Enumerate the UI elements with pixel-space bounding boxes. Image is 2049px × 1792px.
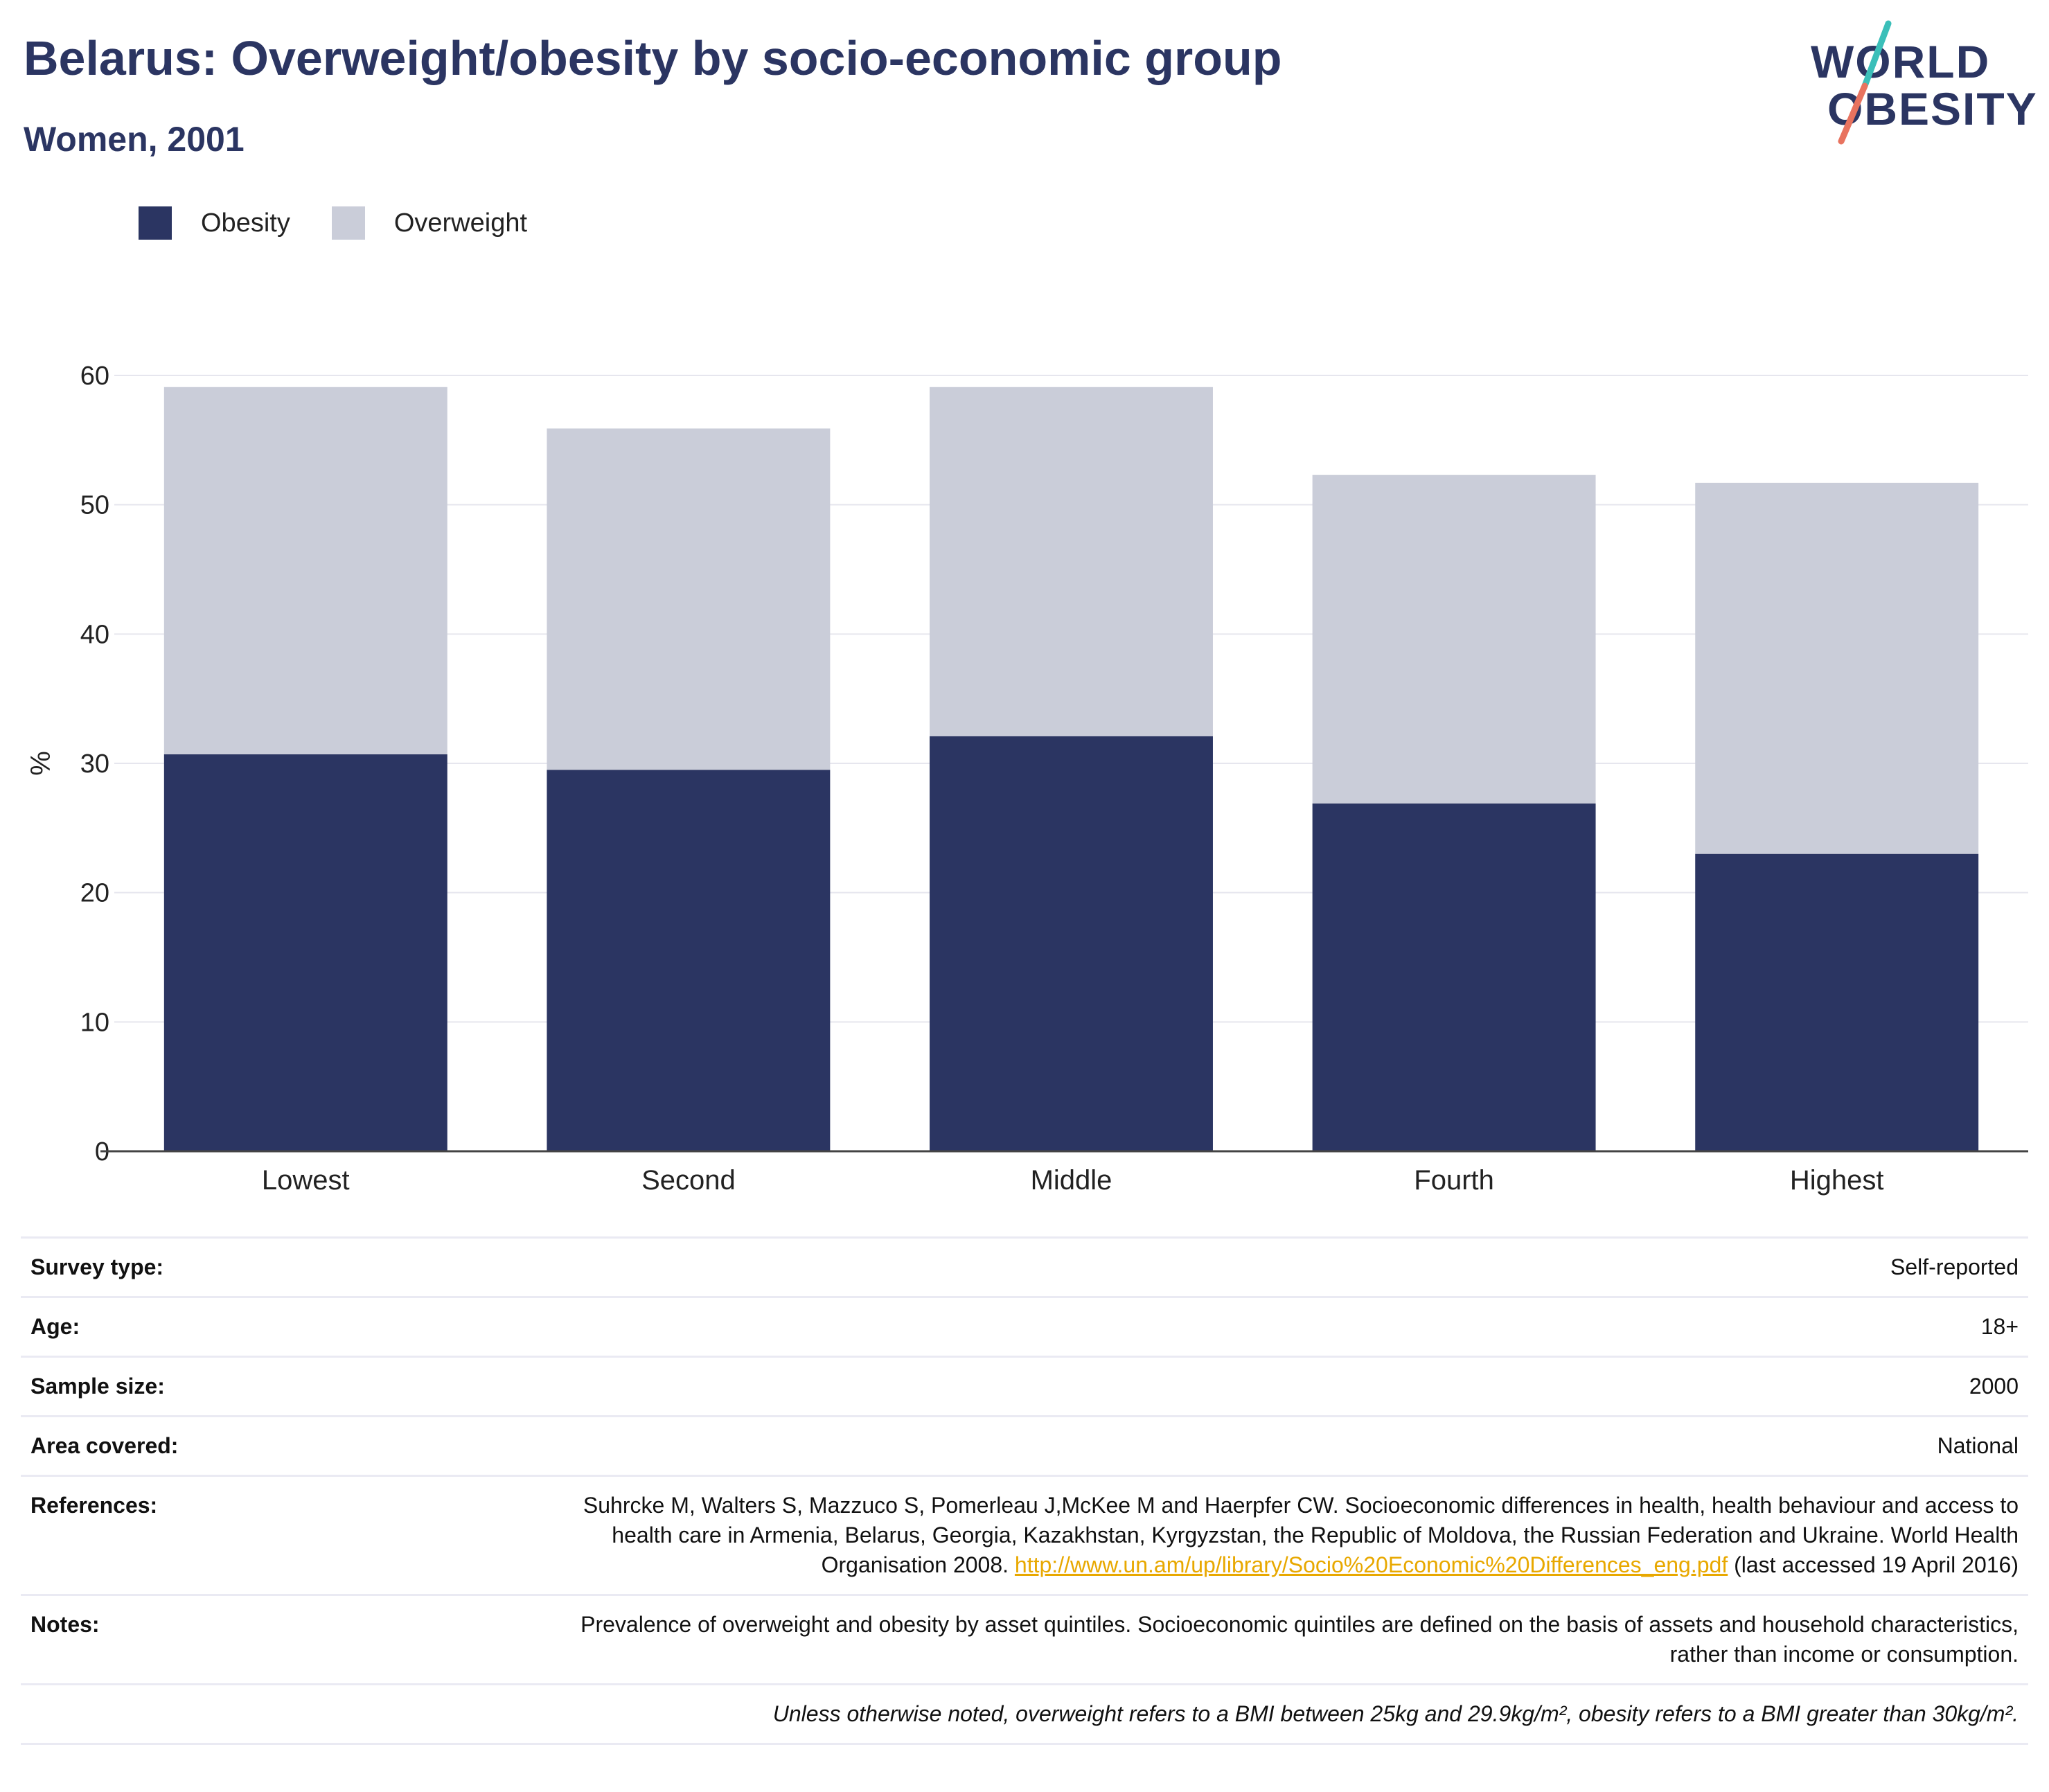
references-accessed-text: (last accessed 19 April 2016) — [1728, 1552, 2019, 1577]
bar-overweight-middle — [930, 387, 1213, 736]
y-tick-label: 30 — [80, 749, 109, 779]
x-tick-label: Second — [641, 1165, 736, 1196]
info-row-age: Age: 18+ — [21, 1296, 2028, 1356]
references-link[interactable]: http://www.un.am/up/library/Socio%20Econ… — [1014, 1552, 1728, 1577]
chart-title: Belarus: Overweight/obesity by socio-eco… — [24, 31, 1282, 85]
y-tick-label: 50 — [80, 491, 109, 520]
info-row-footnote: Unless otherwise noted, overweight refer… — [21, 1683, 2028, 1745]
chart-subtitle: Women, 2001 — [24, 120, 245, 159]
x-tick-label: Lowest — [262, 1165, 350, 1196]
logo-slash-icon — [1838, 20, 1892, 145]
bar-overweight-highest — [1695, 482, 1979, 854]
info-row-references: References: Suhrcke M, Walters S, Mazzuc… — [21, 1475, 2028, 1594]
legend-label-overweight: Overweight — [393, 208, 528, 238]
bar-overweight-lowest — [163, 387, 447, 754]
sample-size-value: 2000 — [1969, 1374, 2019, 1399]
logo-word-world: WORLD — [1811, 36, 1991, 87]
y-tick-label: 60 — [80, 362, 109, 391]
notes-label: Notes: — [30, 1612, 100, 1637]
survey-info-table: Survey type: Self-reported Age: 18+ Samp… — [21, 1236, 2028, 1745]
bar-obesity-highest — [1695, 853, 1979, 1151]
survey-type-value: Self-reported — [1890, 1254, 2019, 1279]
legend-swatch-obesity — [139, 206, 172, 240]
area-covered-label: Area covered: — [30, 1433, 179, 1458]
y-axis-title: % — [26, 751, 56, 776]
y-tick-label: 40 — [80, 620, 109, 649]
references-label: References: — [30, 1493, 158, 1518]
area-covered-value: National — [1937, 1433, 2019, 1458]
survey-type-label: Survey type: — [30, 1254, 164, 1279]
bar-obesity-lowest — [163, 754, 447, 1151]
x-tick-label: Fourth — [1414, 1165, 1494, 1196]
bar-overweight-fourth — [1312, 474, 1596, 804]
bar-obesity-second — [547, 770, 831, 1151]
y-tick-label: 20 — [80, 879, 109, 908]
x-tick-label: Highest — [1790, 1165, 1884, 1196]
age-value: 18+ — [1980, 1314, 2019, 1339]
legend-item-overweight[interactable]: Overweight — [331, 206, 528, 240]
age-label: Age: — [30, 1314, 80, 1339]
info-row-survey-type: Survey type: Self-reported — [21, 1236, 2028, 1296]
y-tick-label: 10 — [80, 1008, 109, 1037]
bmi-definition-footnote: Unless otherwise noted, overweight refer… — [772, 1701, 2019, 1726]
references-value: Suhrcke M, Walters S, Mazzuco S, Pomerle… — [564, 1491, 2019, 1580]
notes-value: Prevalence of overweight and obesity by … — [580, 1612, 2019, 1667]
bar-obesity-fourth — [1312, 803, 1596, 1151]
info-row-sample-size: Sample size: 2000 — [21, 1356, 2028, 1415]
info-row-notes: Notes: Prevalence of overweight and obes… — [21, 1594, 2028, 1683]
legend-item-obesity[interactable]: Obesity — [139, 206, 290, 240]
info-row-area-covered: Area covered: National — [21, 1415, 2028, 1475]
x-tick-label: Middle — [1031, 1165, 1112, 1196]
bar-obesity-middle — [930, 736, 1213, 1151]
bar-overweight-second — [547, 428, 831, 770]
legend-label-obesity: Obesity — [201, 208, 290, 238]
sample-size-label: Sample size: — [30, 1374, 165, 1399]
references-text: Suhrcke M, Walters S, Mazzuco S, Pomerle… — [583, 1493, 2019, 1577]
chart-legend: Obesity Overweight — [139, 206, 569, 240]
legend-swatch-overweight — [331, 206, 365, 240]
world-obesity-logo: WORLD OBESITY — [1807, 19, 2037, 151]
